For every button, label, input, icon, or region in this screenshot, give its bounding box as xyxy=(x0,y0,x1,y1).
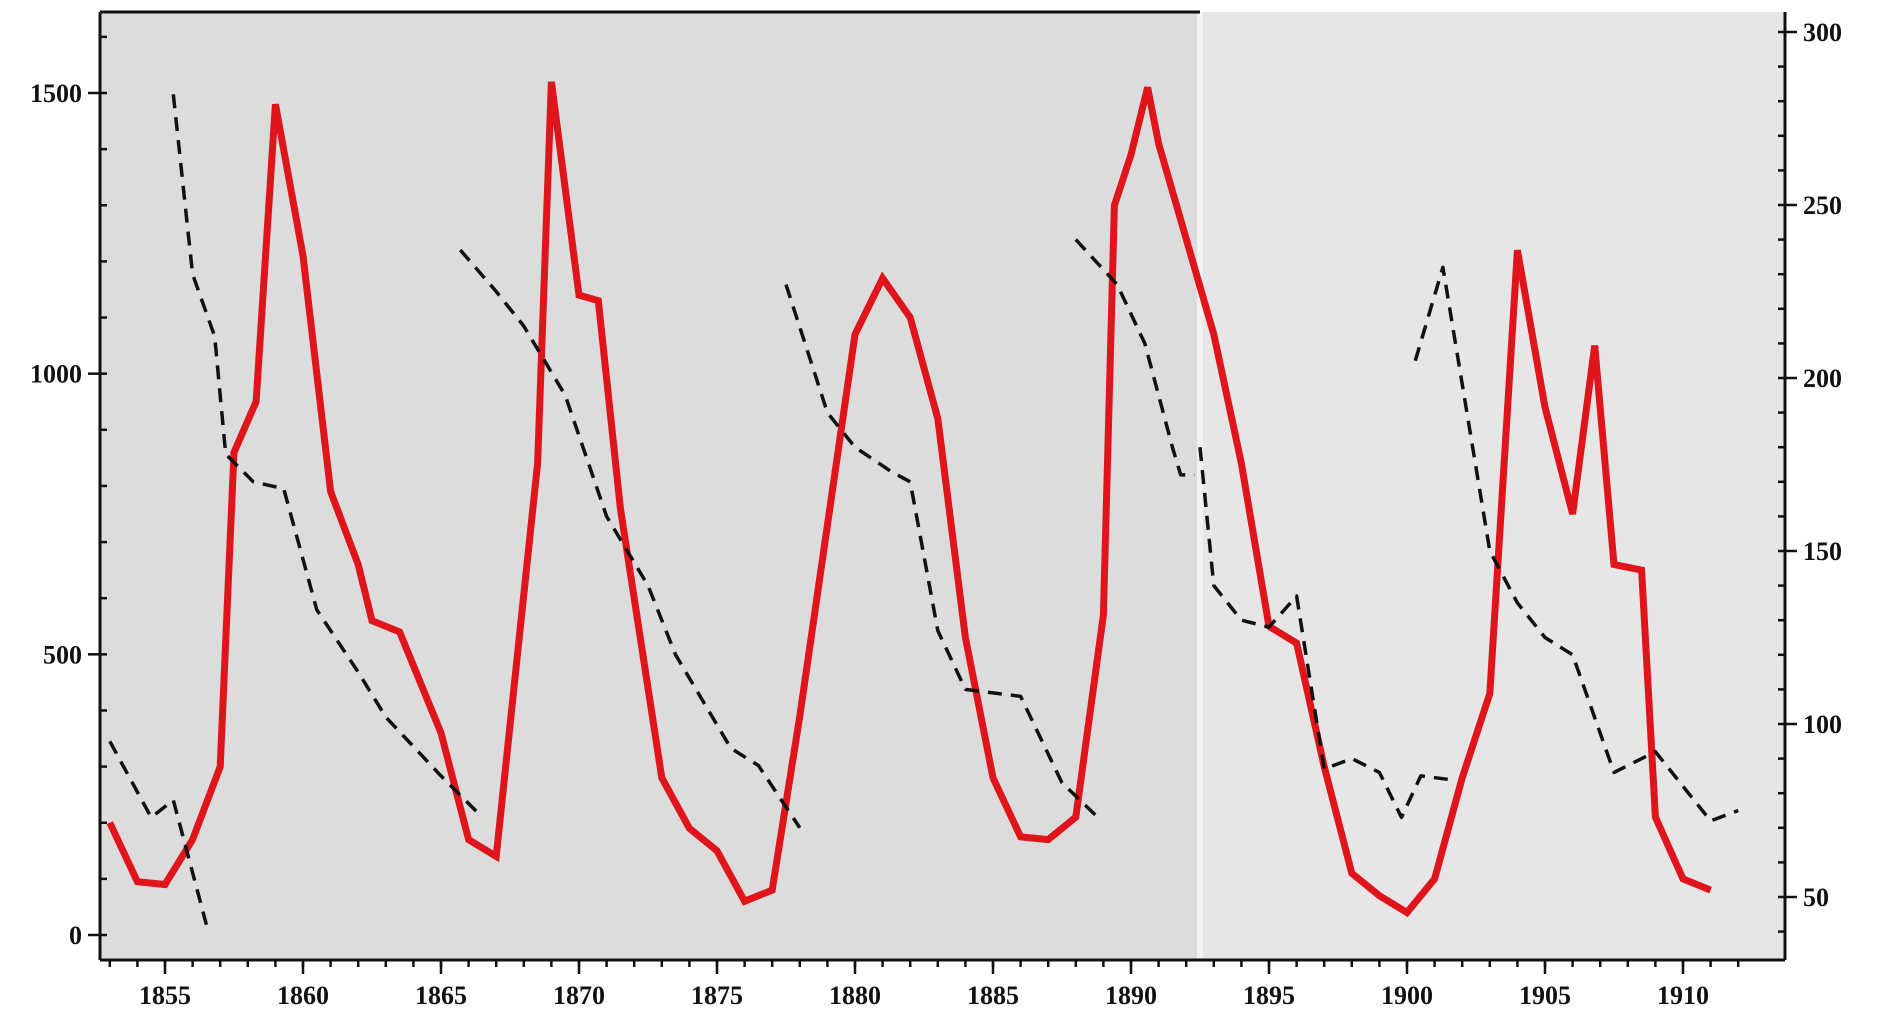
axes-layer: 1855 1860 1865 1870 1875 1880 1885 1890 1895 1900… xyxy=(30,10,1842,1010)
x-tick-label: 1900 xyxy=(1381,981,1433,1010)
x-tick-label: 1860 xyxy=(277,981,329,1010)
x-tick-label: 1855 xyxy=(139,981,191,1010)
y-right-tick-label: 50 xyxy=(1803,883,1829,912)
y-left-tick-label: 500 xyxy=(43,640,82,669)
series-dashed-right-segment xyxy=(108,740,209,926)
series-dashed-right-segment xyxy=(784,284,1100,819)
series-dashed-right-segment xyxy=(1413,265,1739,823)
series-layer xyxy=(106,81,1739,926)
y-right-tick-label: 150 xyxy=(1803,537,1842,566)
series-dashed-right-segment xyxy=(171,94,484,819)
y-left-tick-label: 0 xyxy=(69,921,82,950)
y-right-tick-label: 200 xyxy=(1803,364,1842,393)
x-tick-label: 1890 xyxy=(1105,981,1157,1010)
series-dashed-right-segment xyxy=(1074,238,1195,477)
x-tick-label: 1875 xyxy=(691,981,743,1010)
series-dashed-right-segment xyxy=(1198,447,1449,820)
x-tick-label: 1865 xyxy=(415,981,467,1010)
x-tick-label: 1905 xyxy=(1519,981,1571,1010)
x-tick-label: 1885 xyxy=(967,981,1019,1010)
x-tick-label: 1870 xyxy=(553,981,605,1010)
y-right-tick-label: 250 xyxy=(1803,191,1842,220)
y-right-tick-label: 300 xyxy=(1803,18,1842,47)
x-tick-label: 1895 xyxy=(1243,981,1295,1010)
y-right-tick-label: 100 xyxy=(1803,710,1842,739)
y-left-tick-label: 1000 xyxy=(30,360,82,389)
x-tick-label: 1880 xyxy=(829,981,881,1010)
x-tick-label: 1910 xyxy=(1657,981,1709,1010)
y-left-tick-label: 1500 xyxy=(30,79,82,108)
series-dashed-right-segment xyxy=(458,248,802,829)
plot-background-right xyxy=(1200,12,1785,960)
plot-background-left xyxy=(100,12,1200,960)
